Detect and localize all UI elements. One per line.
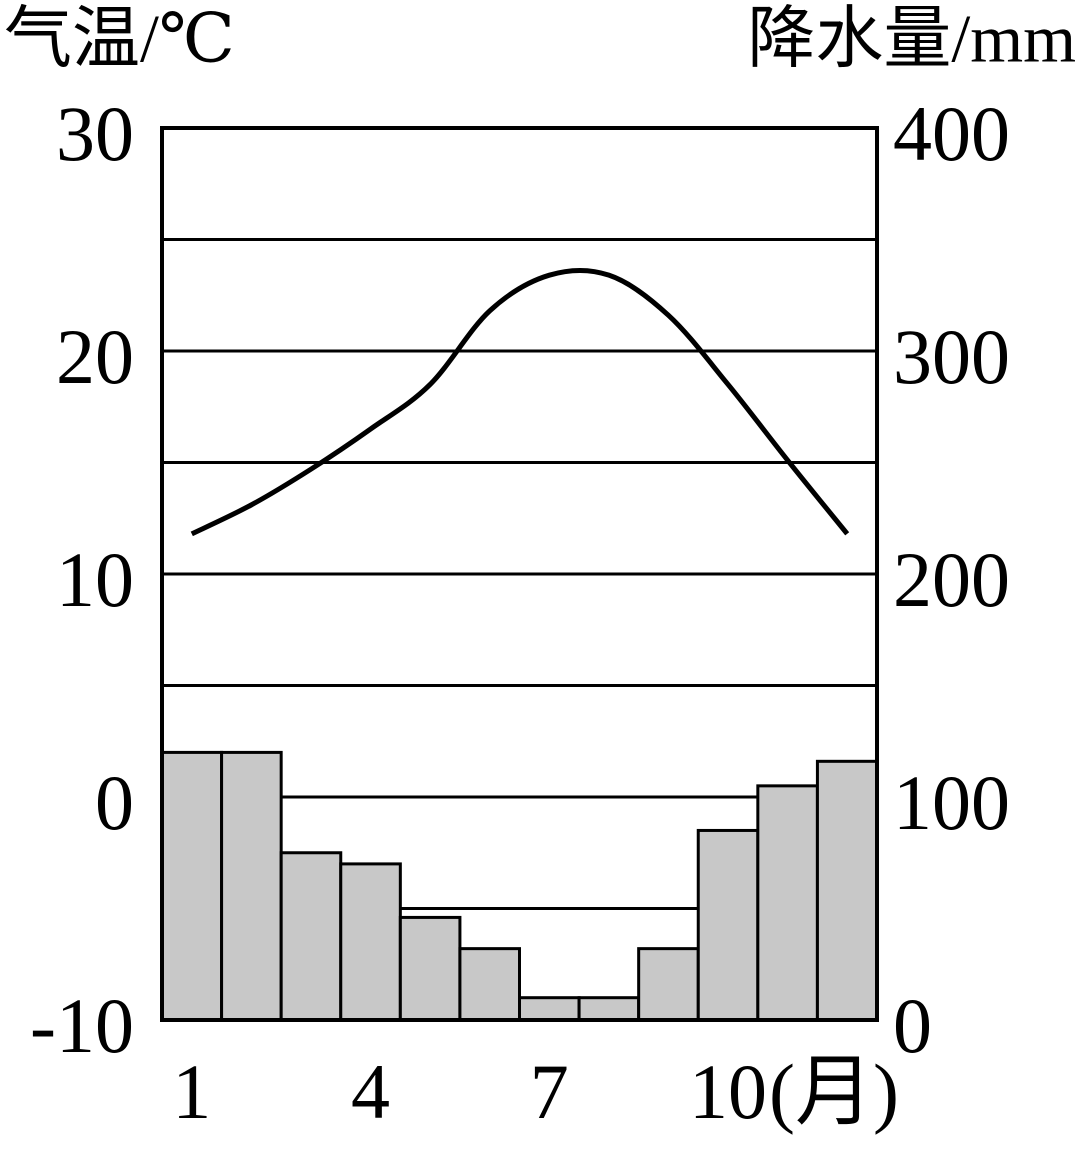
x-tick-label: 1 <box>172 1048 211 1135</box>
y-tick-label: 30 <box>56 90 134 177</box>
bar <box>756 784 819 1022</box>
bar <box>279 851 343 1022</box>
bar <box>458 947 521 1022</box>
x-tick-label: 10 <box>689 1048 767 1135</box>
bar <box>696 828 760 1022</box>
x-tick-label: 7 <box>530 1048 569 1135</box>
y2-tick-label: 100 <box>893 759 1010 846</box>
bar <box>577 996 641 1022</box>
y2-tick-label: 400 <box>893 90 1010 177</box>
bar <box>637 947 700 1022</box>
bar <box>160 750 224 1022</box>
x-tick-label: 4 <box>351 1048 390 1135</box>
y2-tick-label: 200 <box>893 536 1010 623</box>
plot-frame <box>160 126 879 1022</box>
y-axis-title: 气温/℃ <box>4 1 235 77</box>
y2-tick-label: 0 <box>893 982 932 1069</box>
bar <box>339 862 402 1022</box>
y-tick-label: 0 <box>95 759 134 846</box>
x-axis-title: (月) <box>769 1048 899 1135</box>
y2-axis-title: 降水量/mm <box>747 1 1076 77</box>
bar <box>398 915 462 1022</box>
y-tick-label: -10 <box>30 982 134 1069</box>
y2-tick-label: 300 <box>893 313 1010 400</box>
y-tick-label: 20 <box>56 313 134 400</box>
y-tick-label: 10 <box>56 536 134 623</box>
bar <box>815 759 879 1022</box>
bar <box>518 996 581 1022</box>
bar <box>220 750 283 1022</box>
temperature-line <box>190 267 850 537</box>
